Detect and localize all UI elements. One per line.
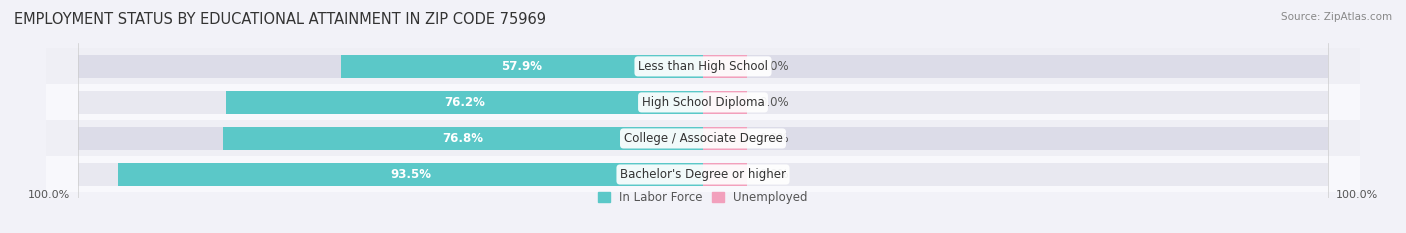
Bar: [77, 55, 703, 78]
Bar: [703, 55, 1329, 78]
Text: Bachelor's Degree or higher: Bachelor's Degree or higher: [620, 168, 786, 181]
Text: Source: ZipAtlas.com: Source: ZipAtlas.com: [1281, 12, 1392, 22]
Text: 100.0%: 100.0%: [1336, 190, 1378, 200]
Bar: [77, 127, 703, 150]
Text: High School Diploma: High School Diploma: [641, 96, 765, 109]
Text: 76.8%: 76.8%: [443, 132, 484, 145]
Legend: In Labor Force, Unemployed: In Labor Force, Unemployed: [598, 191, 808, 204]
Text: 0.0%: 0.0%: [759, 60, 789, 73]
Bar: [77, 91, 703, 113]
Bar: [703, 91, 1329, 113]
Bar: [77, 163, 703, 186]
Text: EMPLOYMENT STATUS BY EDUCATIONAL ATTAINMENT IN ZIP CODE 75969: EMPLOYMENT STATUS BY EDUCATIONAL ATTAINM…: [14, 12, 546, 27]
Bar: [222, 127, 703, 150]
Bar: [46, 157, 1360, 192]
Text: 76.2%: 76.2%: [444, 96, 485, 109]
Text: 0.0%: 0.0%: [759, 168, 789, 181]
Text: 93.5%: 93.5%: [389, 168, 432, 181]
Bar: [46, 48, 1360, 84]
Bar: [703, 127, 747, 150]
Bar: [340, 55, 703, 78]
Text: 0.0%: 0.0%: [759, 132, 789, 145]
Text: 100.0%: 100.0%: [28, 190, 70, 200]
Bar: [703, 163, 1329, 186]
Bar: [703, 91, 747, 113]
Bar: [703, 163, 747, 186]
Bar: [226, 91, 703, 113]
Bar: [118, 163, 703, 186]
Bar: [703, 55, 747, 78]
Text: 0.0%: 0.0%: [759, 96, 789, 109]
Text: Less than High School: Less than High School: [638, 60, 768, 73]
Text: College / Associate Degree: College / Associate Degree: [624, 132, 782, 145]
Bar: [46, 120, 1360, 157]
Bar: [46, 84, 1360, 120]
Bar: [703, 127, 1329, 150]
Text: 57.9%: 57.9%: [502, 60, 543, 73]
